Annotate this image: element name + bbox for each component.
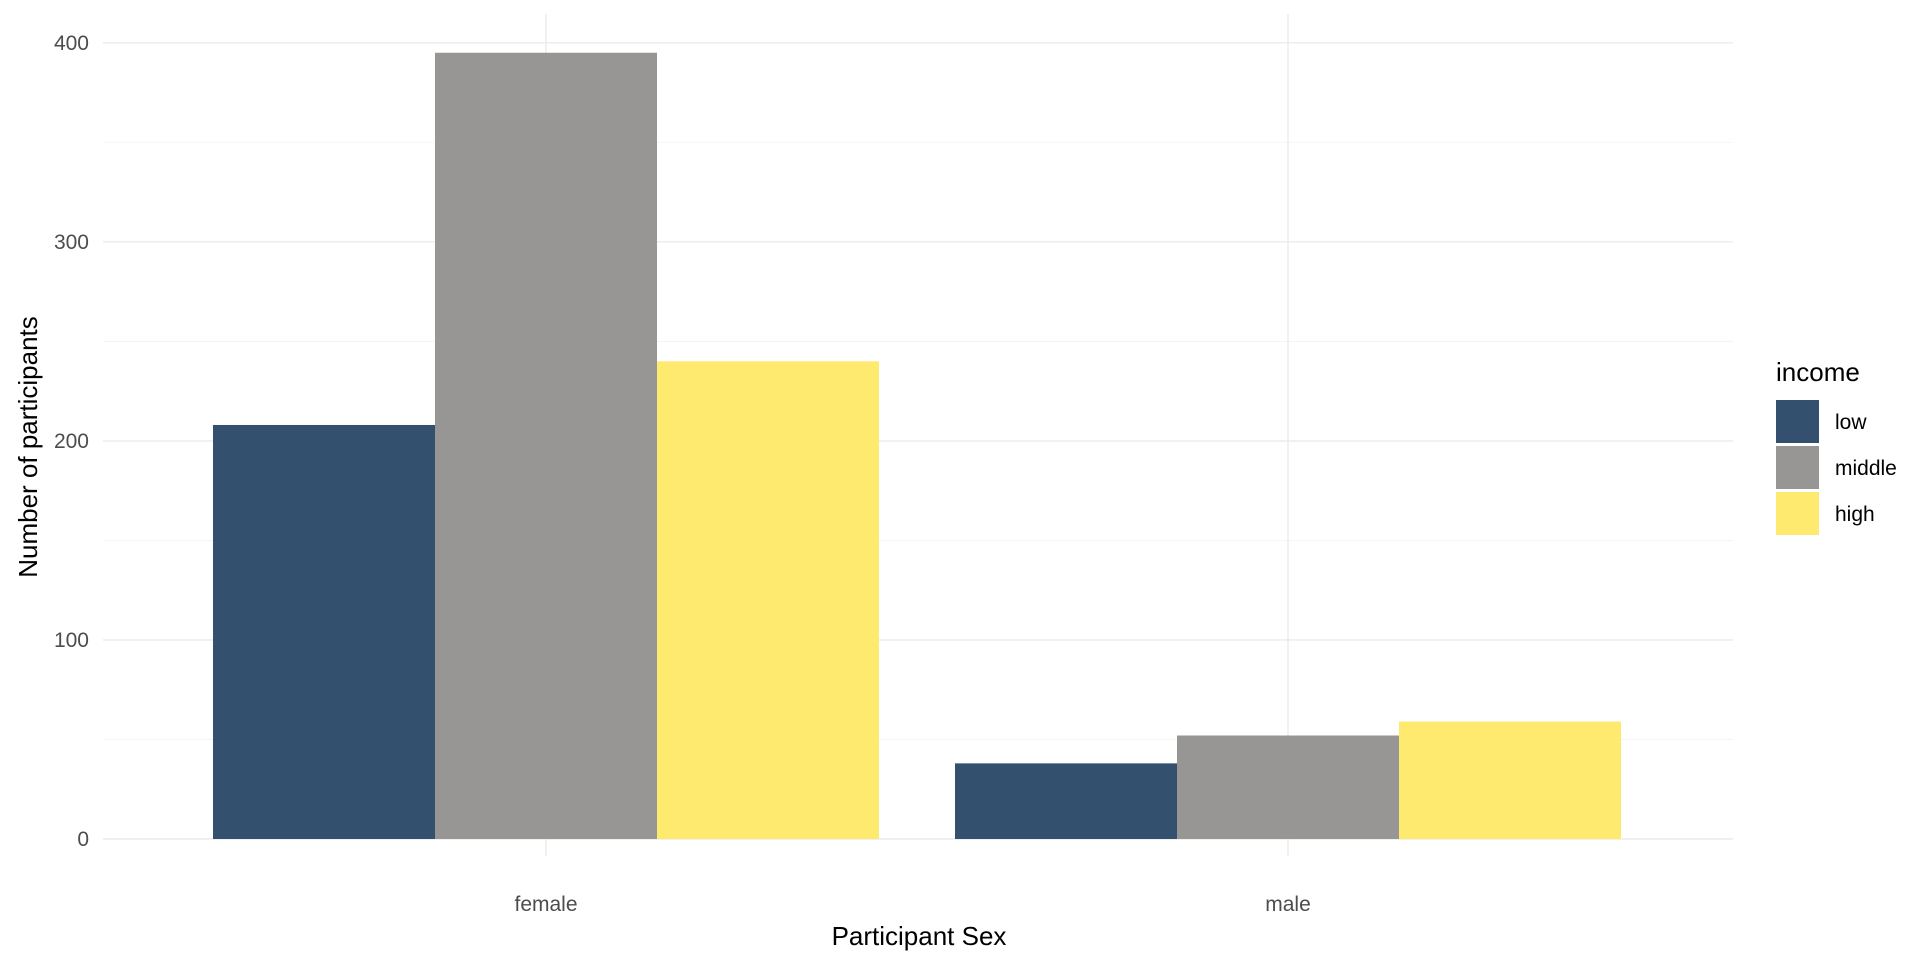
bar-female-high [657,361,879,839]
bars [213,52,1621,839]
bar-female-low [213,424,435,839]
y-tick-label: 200 [54,430,89,453]
legend-label-high: high [1835,503,1875,526]
y-axis-ticks: 0 100 200 300 400 [54,32,89,851]
bar-male-low [955,763,1177,839]
y-tick-label: 0 [77,828,89,851]
y-tick-label: 400 [54,32,89,55]
y-tick-label: 300 [54,231,89,254]
x-tick-label: female [514,893,577,916]
legend-label-middle: middle [1835,457,1897,480]
bar-male-high [1399,721,1621,839]
legend-items: low middle high [1776,400,1897,535]
legend-title: income [1776,357,1860,387]
legend-key-low [1776,400,1819,443]
x-axis-ticks: female male [514,893,1310,916]
legend-label-low: low [1835,411,1867,434]
legend-key-middle [1776,446,1819,489]
bar-male-middle [1177,735,1399,839]
x-axis-title: Participant Sex [832,921,1007,951]
bar-female-middle [435,52,657,839]
legend: income low middle high [1776,357,1897,535]
legend-key-high [1776,492,1819,535]
x-tick-label: male [1265,893,1311,916]
y-tick-label: 100 [54,629,89,652]
y-axis-title: Number of participants [13,316,43,578]
